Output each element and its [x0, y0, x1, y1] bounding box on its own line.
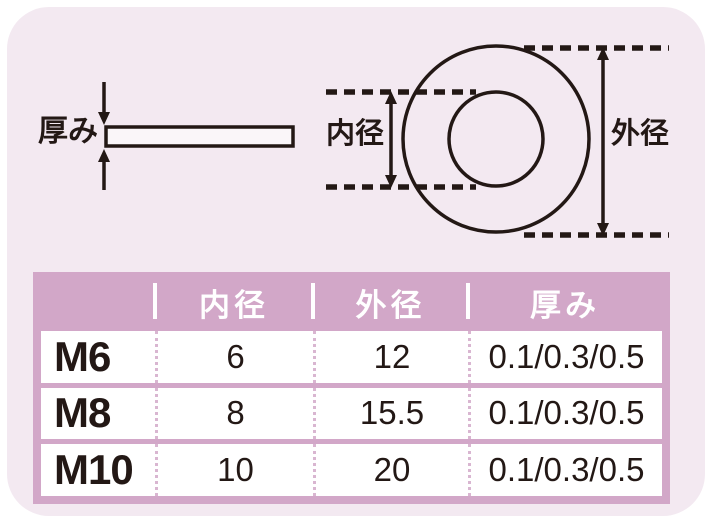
inner-diameter-arrowhead-up-icon [385, 91, 397, 104]
outer-diameter-dashed-lines [524, 45, 669, 238]
cell-m6-outer: 12 [313, 330, 468, 383]
inner-diameter-label: 内径 [326, 118, 385, 150]
cell-m10-inner: 10 [155, 444, 313, 497]
row-label-m10: M10 [54, 446, 134, 494]
cell-m6-inner: 6 [155, 330, 313, 383]
outer-diameter-arrowhead-down-icon [597, 223, 609, 236]
washer-side-rect [104, 125, 295, 148]
cell-m8-thickness: 0.1/0.3/0.5 [468, 387, 662, 440]
top-view [326, 44, 669, 238]
washer-spec-table: 内径 外径 厚み M6 6 12 0.1/0.3/0.5 M8 8 15.5 0… [33, 272, 670, 504]
inner-circle [447, 90, 545, 188]
inner-diameter-dashed-lines [326, 89, 476, 190]
header-cell-inner-diameter: 内径 [153, 280, 313, 326]
outer-circle [401, 44, 591, 234]
table-row: M6 6 12 0.1/0.3/0.5 [41, 330, 662, 383]
outer-diameter-arrowhead-up-icon [597, 47, 609, 60]
header-cell-thickness: 厚み [466, 280, 662, 326]
header-cell-outer-diameter: 外径 [311, 280, 468, 326]
table-row: M10 10 20 0.1/0.3/0.5 [41, 444, 662, 497]
cell-m8-outer: 15.5 [313, 387, 468, 440]
table-row: M8 8 15.5 0.1/0.3/0.5 [41, 387, 662, 440]
row-label-m8: M8 [54, 389, 111, 437]
cell-m10-outer: 20 [313, 444, 468, 497]
cell-m10-thickness: 0.1/0.3/0.5 [468, 444, 662, 497]
cell-m8-inner: 8 [155, 387, 313, 440]
row-label-m6: M6 [54, 332, 111, 380]
inner-diameter-arrowhead-down-icon [385, 175, 397, 188]
washer-dimension-diagram [98, 44, 669, 238]
outer-diameter-label: 外径 [611, 118, 670, 150]
thickness-arrowhead-down-icon [98, 112, 110, 125]
thickness-arrowhead-up-icon [98, 149, 110, 162]
cell-m6-thickness: 0.1/0.3/0.5 [468, 330, 662, 383]
thickness-label: 厚み [38, 115, 98, 148]
header-cell-size [41, 280, 155, 326]
table-header-row: 内径 外径 厚み [41, 280, 662, 326]
side-view [98, 82, 295, 190]
